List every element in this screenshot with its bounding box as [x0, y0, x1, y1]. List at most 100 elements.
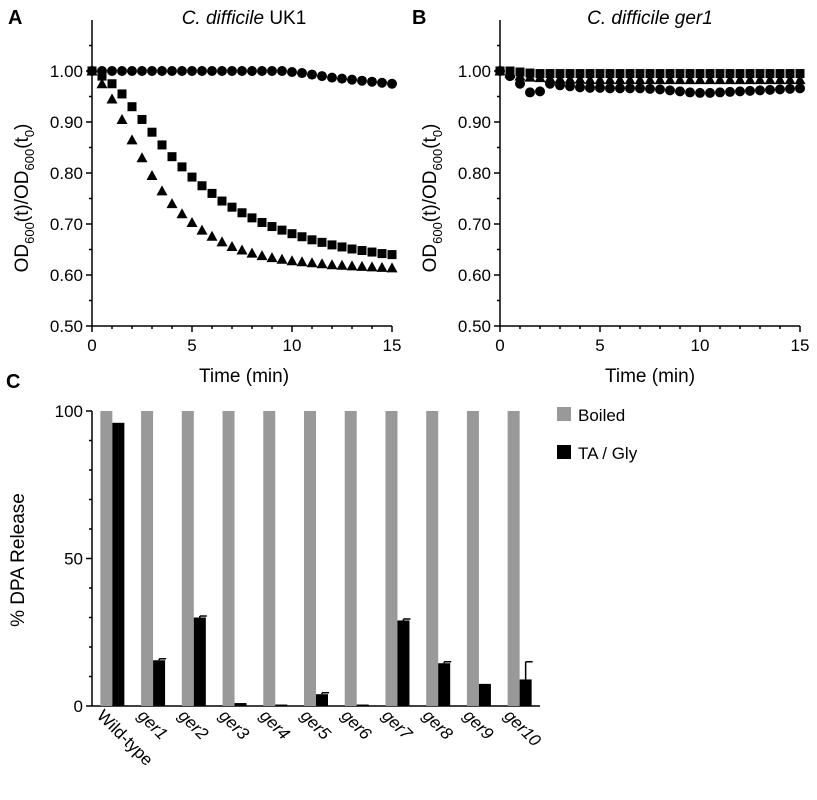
- panel-b-circle-point: [575, 82, 585, 93]
- panel-b-circle-point: [655, 84, 665, 95]
- panel-a-circle-point: [207, 66, 217, 76]
- panel-b-triangle-point: [714, 74, 726, 85]
- panel-b-circle-point: [775, 84, 785, 95]
- panel-b-y-tick-label: 1.00: [458, 62, 491, 81]
- panel-b-square-point: [645, 69, 655, 79]
- panel-a-square-point: [217, 196, 227, 206]
- panel-a-circle-point: [217, 66, 227, 76]
- panel-b-triangle-point: [724, 74, 736, 85]
- panel-a-square-point: [97, 71, 107, 81]
- panel-a-square-point: [137, 114, 147, 124]
- panel-b-triangle-point: [644, 74, 656, 85]
- panel-b-ylabel-sub: 600: [430, 222, 445, 244]
- plot-layer: 0.50 0.60 0.70 0.80 0.90 1.00 0 5 10 15 0.50 0.60 0.…: [50, 20, 809, 770]
- panel-a-circle-point: [107, 66, 117, 76]
- panel-b-circle-point: [795, 83, 805, 94]
- panel-a-triangle-point: [266, 252, 278, 263]
- panel-b-triangle-point: [694, 74, 706, 85]
- panel-b-square-point: [765, 69, 775, 79]
- panel-b-triangle-point: [704, 74, 716, 85]
- bar-boiled: [222, 411, 235, 706]
- panel-b-square-point: [705, 69, 715, 79]
- panel-a-square-point: [327, 240, 337, 250]
- panel-a-triangle-point: [96, 78, 108, 89]
- panel-b-circle-point: [755, 85, 765, 96]
- panel-a-circle-point: [147, 66, 157, 76]
- panel-a-triangle-point: [86, 65, 98, 76]
- bar-ta-gly: [438, 663, 451, 706]
- panel-b-circle-point: [645, 83, 655, 94]
- panel-b-square-point: [785, 69, 795, 79]
- panel-b-x-tick-label: 0: [495, 336, 504, 355]
- legend-swatch-ta-gly: [557, 445, 571, 459]
- panel-a-square-point: [257, 217, 267, 227]
- panel-b-square-point: [665, 69, 675, 79]
- panel-a-circle-point: [267, 66, 277, 76]
- panel-a-title-italic: C. difficile: [182, 8, 264, 29]
- panel-b-square-point: [725, 69, 735, 79]
- bar-ta-gly: [153, 660, 166, 706]
- panel-a-square-point: [197, 181, 207, 191]
- panel-a-y-tick-label: 0.50: [50, 317, 83, 336]
- panel-a-circle-point: [127, 66, 137, 76]
- category-label: ger2: [175, 706, 213, 744]
- panel-a-x-tick-label: 5: [187, 336, 196, 355]
- panel-b-title: C. difficile ger1: [587, 8, 713, 29]
- panel-b-triangle-point: [734, 74, 746, 85]
- bar-ta-gly: [193, 617, 206, 706]
- panel-a-circle-point: [197, 66, 207, 76]
- panel-a-square-point: [387, 250, 397, 260]
- panel-a-circle-point: [167, 66, 177, 76]
- panel-b-ylabel-part: OD: [420, 244, 441, 273]
- panel-b-circle-point: [635, 83, 645, 94]
- panel-a-circle-point: [347, 74, 357, 85]
- panel-b-y-tick-label: 0.60: [458, 266, 491, 285]
- panel-a-circle-point: [257, 66, 267, 76]
- bar-boiled: [426, 411, 439, 706]
- panel-a-triangle-point: [156, 185, 168, 196]
- panel-a-y-tick-label: 0.60: [50, 266, 83, 285]
- panel-a-triangle-point: [256, 250, 268, 261]
- bar-ta-gly: [519, 679, 532, 706]
- category-label: ger6: [338, 706, 376, 744]
- panel-a-triangle-point: [166, 198, 178, 209]
- panel-b-square-point: [535, 69, 545, 79]
- panel-a-triangle-point: [326, 259, 338, 270]
- panel-a-triangle-point: [106, 93, 118, 104]
- panel-a-triangle-point: [286, 255, 298, 266]
- panel-a-ylabel-sub: 0: [22, 130, 37, 137]
- bar-boiled: [181, 411, 194, 706]
- panel-b-square-point: [755, 69, 765, 79]
- bar-boiled: [141, 411, 154, 706]
- panel-b-square-point: [585, 69, 595, 79]
- panel-b-triangle-point: [744, 74, 756, 85]
- panel-b-triangle-point: [774, 74, 786, 85]
- panel-b-circle-point: [585, 82, 595, 93]
- panel-b-y-tick-label: 0.80: [458, 164, 491, 183]
- bar-boiled: [304, 411, 316, 706]
- panel-a-triangle-point: [186, 216, 198, 227]
- panel-b-triangle-point: [594, 74, 606, 85]
- panel-b-square-point: [655, 69, 665, 79]
- panel-a-letter: A: [8, 7, 22, 29]
- panel-a-y-tick-label: 0.80: [50, 164, 83, 183]
- panel-b-circle-point: [525, 87, 535, 98]
- panel-a-xlabel: Time (min): [199, 366, 289, 387]
- panel-b-ylabel-sub: 0: [430, 130, 445, 137]
- bar-boiled: [385, 411, 398, 706]
- panel-a-circle-point: [317, 71, 327, 82]
- panel-a-square-point: [367, 247, 377, 257]
- panel-a-square-point: [277, 225, 287, 235]
- panel-b-square-point: [555, 69, 565, 79]
- panel-b-triangle-point: [664, 74, 676, 85]
- panel-a-triangle-point: [236, 244, 248, 255]
- legend-swatch-boiled: [557, 407, 571, 421]
- panel-b-circle-point: [615, 83, 625, 94]
- panel-b-circle-point: [785, 83, 795, 94]
- panel-a-square-point: [377, 249, 387, 259]
- category-label: ger7: [378, 706, 416, 744]
- panel-b-triangle-point: [754, 74, 766, 85]
- legend-label-ta-gly: TA / Gly: [578, 444, 638, 463]
- panel-a-x-tick-label: 10: [283, 336, 302, 355]
- panel-b-circle-point: [705, 87, 715, 98]
